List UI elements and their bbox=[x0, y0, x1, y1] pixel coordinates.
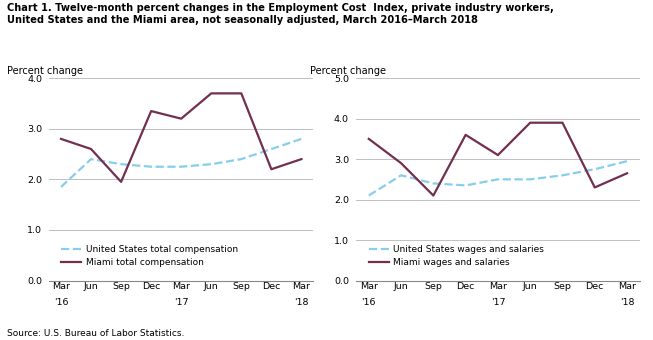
United States wages and salaries bbox=[462, 183, 470, 187]
United States total compensation bbox=[87, 157, 95, 161]
Miami wages and salaries bbox=[494, 153, 502, 157]
Miami wages and salaries bbox=[558, 121, 566, 125]
Line: Miami wages and salaries: Miami wages and salaries bbox=[369, 123, 627, 196]
Text: Chart 1. Twelve-month percent changes in the Employment Cost  Index, private ind: Chart 1. Twelve-month percent changes in… bbox=[7, 3, 553, 25]
Text: Percent change: Percent change bbox=[7, 67, 82, 76]
United States total compensation bbox=[57, 185, 65, 189]
Text: '16: '16 bbox=[362, 298, 376, 307]
Miami total compensation bbox=[117, 180, 125, 184]
United States total compensation bbox=[298, 137, 306, 141]
Miami total compensation bbox=[57, 137, 65, 141]
Miami wages and salaries bbox=[462, 133, 470, 137]
United States wages and salaries bbox=[558, 173, 566, 177]
United States wages and salaries bbox=[591, 167, 599, 171]
United States wages and salaries bbox=[397, 173, 405, 177]
United States total compensation bbox=[268, 147, 276, 151]
Miami wages and salaries bbox=[397, 161, 405, 165]
Legend: United States total compensation, Miami total compensation: United States total compensation, Miami … bbox=[59, 242, 241, 270]
Line: United States total compensation: United States total compensation bbox=[61, 139, 302, 187]
Miami wages and salaries bbox=[591, 185, 599, 189]
Line: Miami total compensation: Miami total compensation bbox=[61, 94, 302, 182]
Miami total compensation bbox=[177, 117, 185, 121]
Miami wages and salaries bbox=[365, 137, 373, 141]
United States total compensation bbox=[238, 157, 246, 161]
Text: '17: '17 bbox=[174, 298, 189, 307]
Miami total compensation bbox=[238, 91, 246, 96]
United States total compensation bbox=[117, 162, 125, 166]
United States wages and salaries bbox=[430, 181, 438, 185]
Miami total compensation bbox=[268, 167, 276, 171]
United States wages and salaries bbox=[526, 177, 534, 182]
Text: '16: '16 bbox=[54, 298, 69, 307]
Text: '18: '18 bbox=[620, 298, 634, 307]
United States wages and salaries bbox=[494, 177, 502, 182]
Miami total compensation bbox=[147, 109, 155, 113]
Text: Percent change: Percent change bbox=[310, 67, 386, 76]
United States wages and salaries bbox=[365, 193, 373, 198]
United States total compensation bbox=[147, 165, 155, 169]
Miami wages and salaries bbox=[526, 121, 534, 125]
Miami total compensation bbox=[208, 91, 215, 96]
Text: '18: '18 bbox=[294, 298, 309, 307]
Text: '17: '17 bbox=[490, 298, 505, 307]
Miami wages and salaries bbox=[623, 171, 631, 175]
Miami total compensation bbox=[298, 157, 306, 161]
United States total compensation bbox=[177, 165, 185, 169]
Text: Source: U.S. Bureau of Labor Statistics.: Source: U.S. Bureau of Labor Statistics. bbox=[7, 329, 184, 338]
Legend: United States wages and salaries, Miami wages and salaries: United States wages and salaries, Miami … bbox=[366, 242, 547, 270]
United States total compensation bbox=[208, 162, 215, 166]
Miami total compensation bbox=[87, 147, 95, 151]
Line: United States wages and salaries: United States wages and salaries bbox=[369, 161, 627, 196]
United States wages and salaries bbox=[623, 159, 631, 163]
Miami wages and salaries bbox=[430, 193, 438, 198]
